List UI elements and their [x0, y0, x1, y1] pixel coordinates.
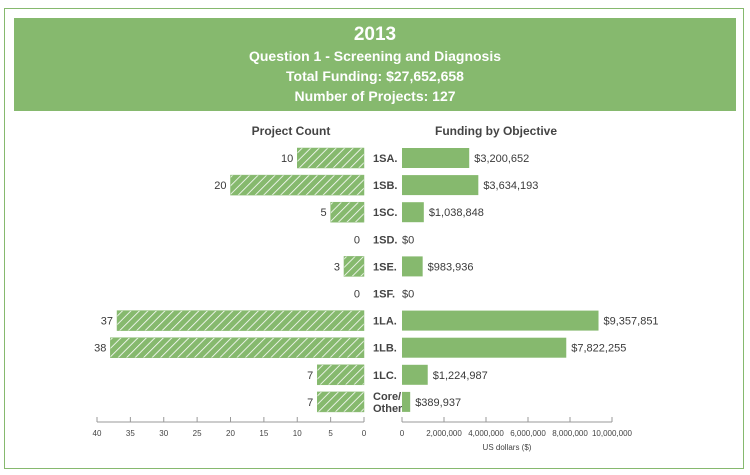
funding-bar	[402, 337, 567, 358]
project-count-bar	[297, 147, 365, 169]
right-axis-tick-label: 2,000,000	[426, 429, 462, 438]
left-axis-tick-label: 35	[126, 429, 135, 438]
funding-label: $3,200,652	[474, 153, 529, 165]
right-axis-tick-label: 6,000,000	[510, 429, 546, 438]
chart-row: 0 1SF. $0	[354, 289, 414, 301]
project-count-label: 0	[354, 289, 360, 301]
funding-label: $3,634,193	[483, 180, 538, 192]
chart-row: 20 1SB. $3,634,193	[214, 174, 538, 196]
funding-bar	[402, 148, 470, 168]
left-axis-tick-label: 0	[362, 429, 367, 438]
left-panel-title: Project Count	[252, 124, 331, 138]
right-axis-tick-label: 10,000,000	[592, 429, 633, 438]
project-count-label: 3	[334, 261, 340, 273]
category-label: 1LC.	[373, 370, 397, 382]
header-subtitle: Question 1 - Screening and Diagnosis	[248, 48, 502, 64]
category-label: 1LA.	[373, 316, 397, 328]
project-count-bar	[317, 364, 365, 386]
category-label: 1SD.	[373, 234, 397, 246]
category-label: 1SF.	[373, 289, 395, 301]
funding-bar	[402, 310, 599, 331]
chart-row: 38 1LB. $7,822,255	[94, 337, 626, 358]
project-count-bar	[116, 310, 365, 331]
header-num-projects: Number of Projects: 127	[294, 88, 456, 104]
chart-row: 5 1SC. $1,038,848	[321, 201, 484, 223]
funding-bar	[402, 391, 411, 412]
funding-label: $1,038,848	[429, 207, 484, 219]
category-label: 1SA.	[373, 153, 397, 165]
funding-label: $9,357,851	[604, 316, 659, 328]
chart-row: 7 1LC. $1,224,987	[307, 364, 488, 386]
left-axis-tick-label: 20	[226, 429, 235, 438]
funding-bar	[402, 202, 424, 223]
chart-row: 10 1SA. $3,200,652	[281, 147, 529, 169]
project-count-bar	[343, 256, 365, 277]
chart-frame	[4, 8, 744, 469]
category-label: 1LB.	[373, 343, 397, 355]
right-axis-label: US dollars ($)	[483, 443, 532, 452]
funding-bar	[402, 256, 423, 277]
right-axis-tick-label: 0	[400, 429, 405, 438]
left-axis-tick-label: 5	[328, 429, 333, 438]
project-count-bar	[317, 391, 365, 413]
project-count-label: 0	[354, 234, 360, 246]
right-panel-title: Funding by Objective	[435, 124, 557, 138]
chart-header: 2013 Question 1 - Screening and Diagnosi…	[14, 18, 736, 111]
right-axis-tick-label: 4,000,000	[468, 429, 504, 438]
category-label: Other	[373, 403, 403, 415]
left-axis-tick-label: 25	[193, 429, 202, 438]
category-label: 1SB.	[373, 180, 397, 192]
category-label: 1SC.	[373, 207, 397, 219]
header-year: 2013	[353, 24, 397, 45]
project-count-bar	[330, 201, 365, 223]
project-count-bar	[230, 174, 365, 196]
funding-bar	[402, 364, 428, 385]
project-count-label: 37	[101, 316, 113, 328]
chart-row: 7 Core/Other $389,937	[307, 391, 461, 415]
left-axis-tick-label: 10	[293, 429, 302, 438]
funding-bar	[402, 175, 479, 196]
funding-label: $0	[402, 234, 414, 246]
right-axis-tick-label: 8,000,000	[552, 429, 588, 438]
project-count-label: 7	[307, 397, 313, 409]
project-count-label: 10	[281, 153, 293, 165]
chart-row: 37 1LA. $9,357,851	[101, 310, 659, 331]
category-label: 1SE.	[373, 261, 397, 273]
category-label: Core/	[373, 391, 401, 403]
project-count-bar	[110, 337, 365, 358]
funding-label: $0	[402, 289, 414, 301]
funding-label: $389,937	[415, 397, 461, 409]
chart-row: 3 1SE. $983,936	[334, 256, 474, 277]
left-axis-tick-label: 40	[93, 429, 102, 438]
project-count-label: 38	[94, 343, 106, 355]
project-count-label: 20	[214, 180, 226, 192]
left-axis-tick-label: 30	[159, 429, 168, 438]
header-total-funding: Total Funding: $27,652,658	[286, 68, 464, 84]
project-count-label: 5	[321, 207, 327, 219]
funding-label: $1,224,987	[433, 370, 488, 382]
chart-row: 0 1SD. $0	[354, 234, 414, 246]
left-axis-tick-label: 15	[259, 429, 268, 438]
funding-label: $7,822,255	[571, 343, 626, 355]
project-count-label: 7	[307, 370, 313, 382]
funding-label: $983,936	[428, 261, 474, 273]
